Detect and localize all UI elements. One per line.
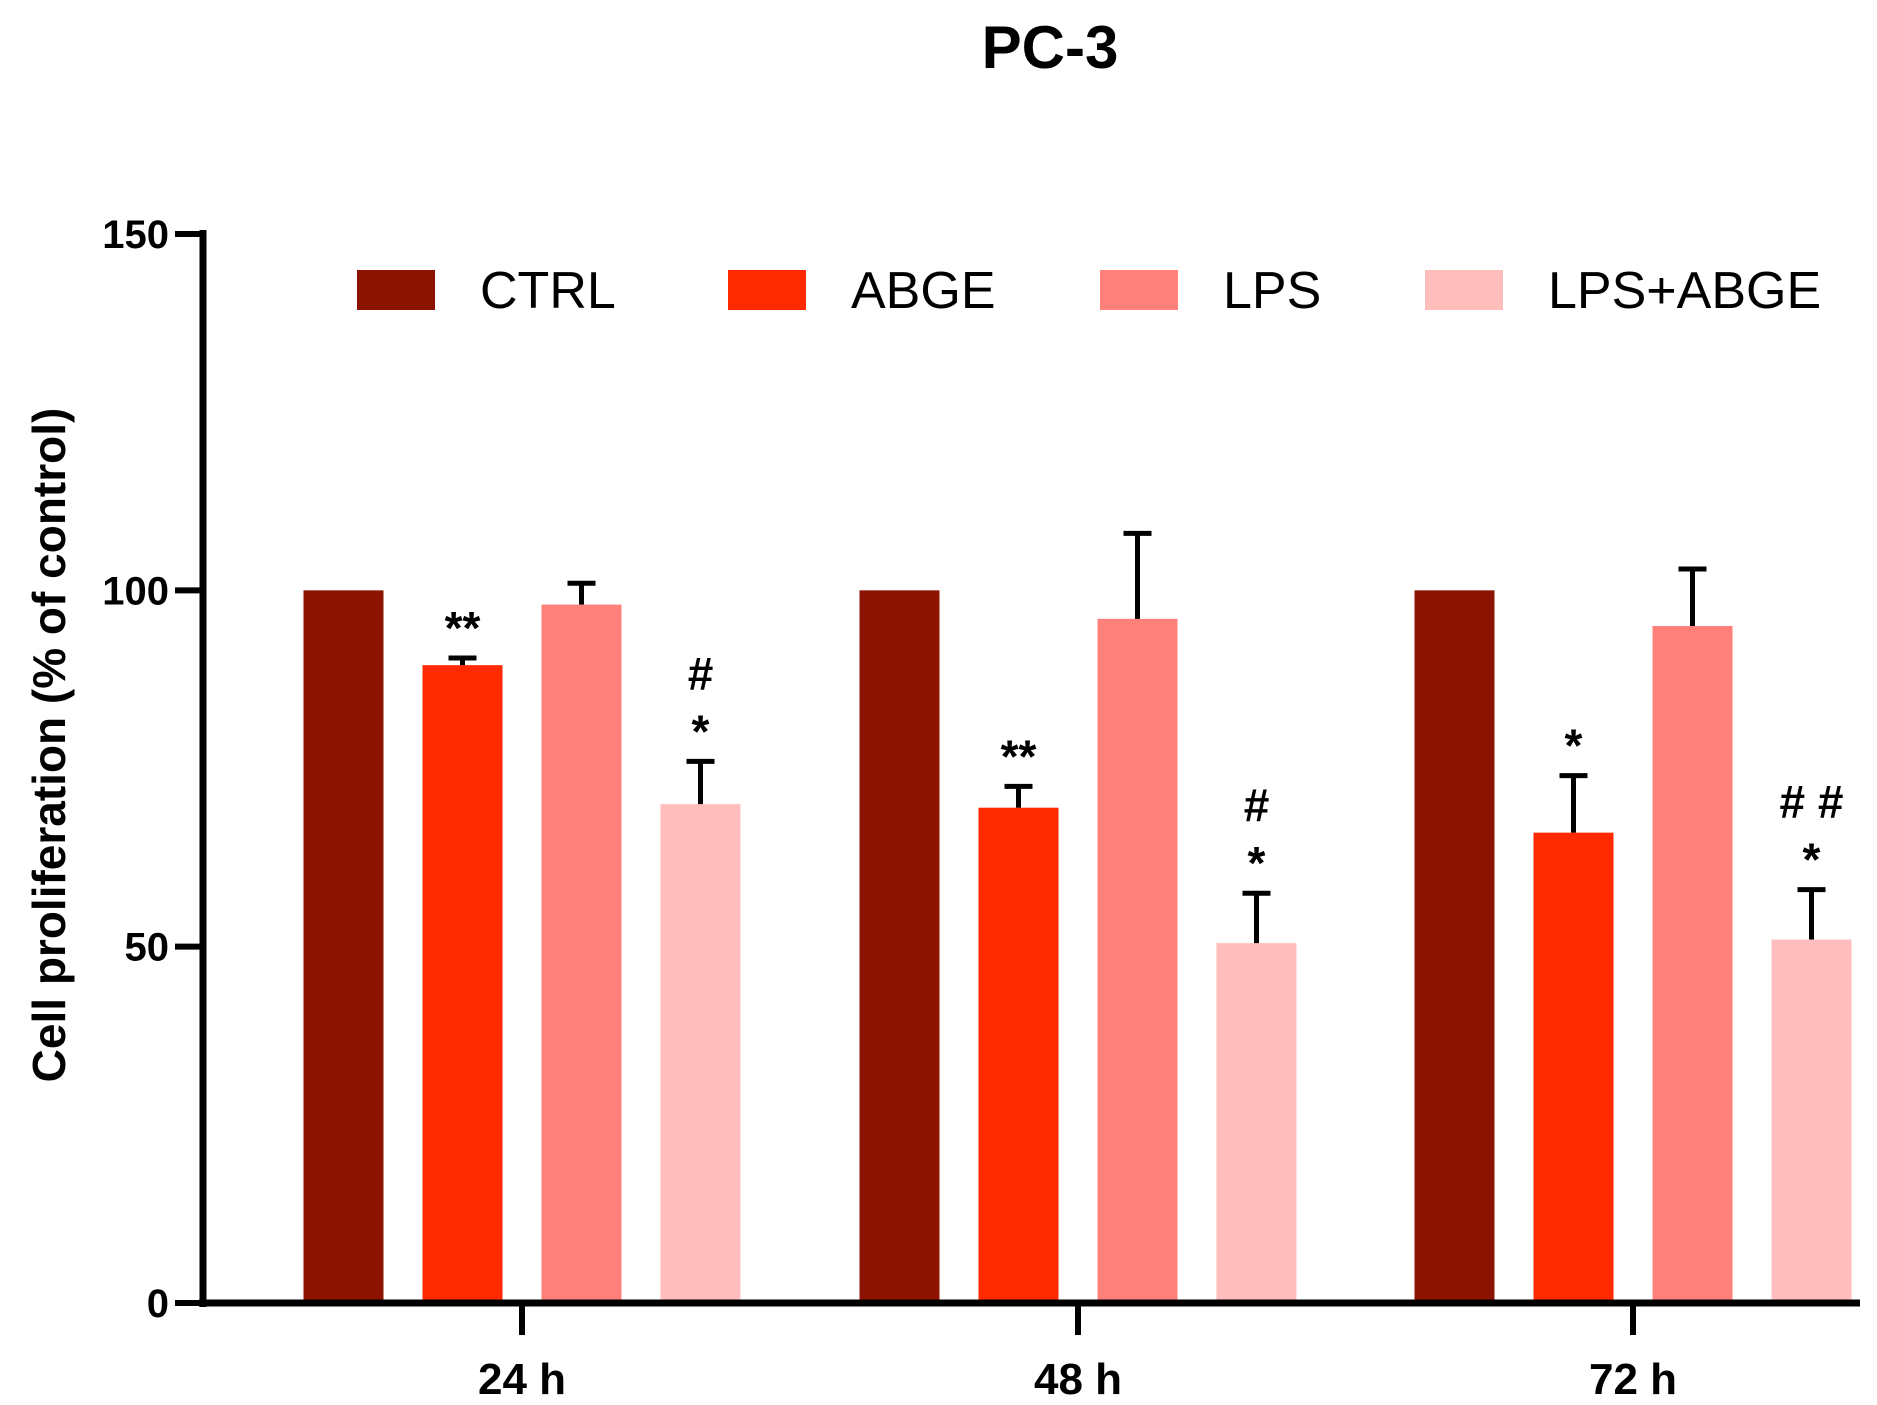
bar-LPS-48h — [1097, 618, 1178, 1303]
legend: CTRL ABGE LPS LPS+ABGE — [357, 262, 1821, 320]
x-tick-label: 72 h — [1589, 1355, 1677, 1400]
significance-annotation: ** — [445, 602, 481, 654]
bar-LPS+ABGE-24h — [660, 804, 741, 1303]
y-axis-label: Cell proliferation (% of control) — [23, 408, 75, 1083]
x-tick-label: 24 h — [478, 1355, 566, 1400]
legend-swatch-CTRL — [357, 270, 435, 310]
chart-title: PC-3 — [982, 14, 1119, 81]
y-tick-label: 150 — [102, 213, 169, 257]
y-tick-label: 50 — [125, 926, 170, 970]
significance-annotation: * — [692, 705, 710, 757]
legend-swatch-LPS — [1100, 270, 1178, 310]
x-tick-label: 48 h — [1034, 1355, 1122, 1400]
significance-annotation: * — [1803, 834, 1821, 886]
significance-annotation: ** — [1001, 730, 1037, 782]
plot-area: **** *#*#*# #* — [303, 530, 1852, 1303]
legend-label-LPS: LPS — [1223, 262, 1321, 320]
legend-swatch-ABGE — [728, 270, 806, 310]
significance-annotation: * — [1565, 720, 1583, 772]
bar-LPS-24h — [541, 604, 622, 1303]
bar-CTRL-48h — [859, 590, 940, 1303]
significance-annotation: * — [1248, 837, 1266, 889]
legend-swatch-LPS+ABGE — [1425, 270, 1503, 310]
significance-annotation: # — [688, 647, 714, 699]
bar-LPS+ABGE-48h — [1216, 943, 1297, 1303]
y-tick-label: 100 — [102, 569, 169, 613]
bar-CTRL-72h — [1414, 590, 1495, 1303]
bar-ABGE-72h — [1533, 832, 1614, 1303]
bar-ABGE-24h — [422, 665, 503, 1303]
significance-annotation: # # — [1780, 776, 1844, 828]
legend-label-LPS+ABGE: LPS+ABGE — [1548, 262, 1821, 320]
y-tick-label: 0 — [147, 1282, 169, 1326]
bar-LPS+ABGE-72h — [1771, 939, 1852, 1303]
bar-ABGE-48h — [978, 807, 1059, 1303]
legend-label-ABGE: ABGE — [851, 262, 996, 320]
bar-CTRL-24h — [303, 590, 384, 1303]
axes: 0 50 100 150 24 h 48 h 72 h — [102, 213, 1860, 1404]
significance-annotation: # — [1244, 779, 1270, 831]
bar-LPS-72h — [1652, 625, 1733, 1303]
legend-label-CTRL: CTRL — [480, 262, 616, 320]
